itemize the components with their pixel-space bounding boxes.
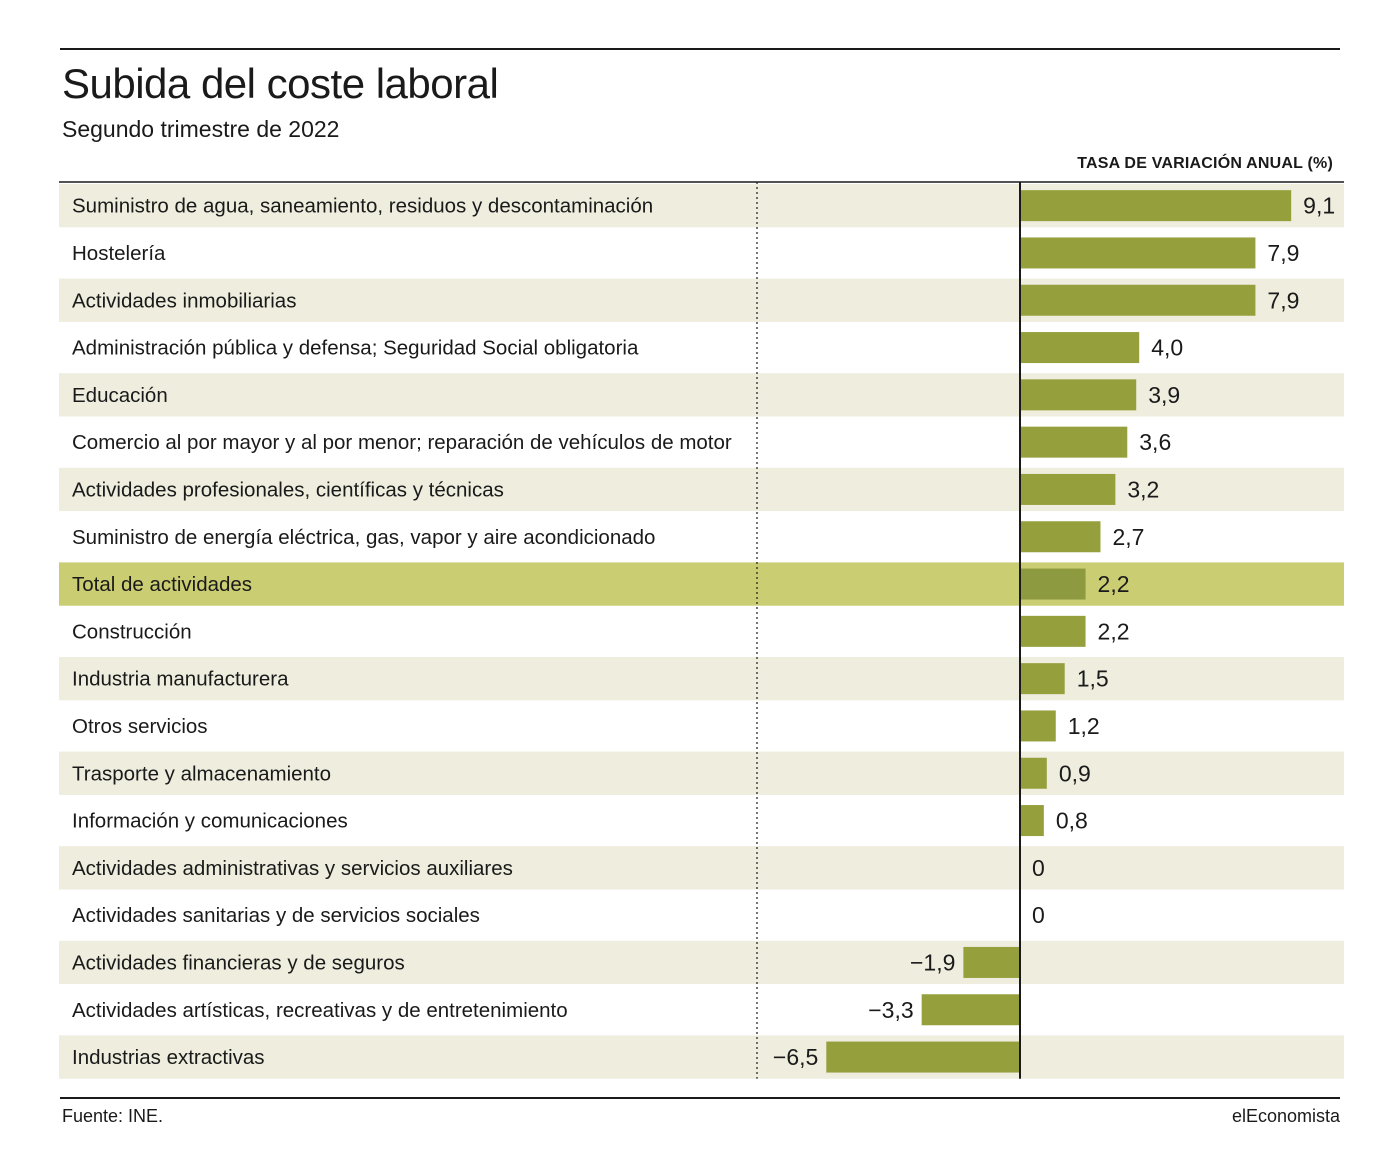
chart-title: Subida del coste laboral bbox=[62, 60, 499, 107]
category-label: Industria manufacturera bbox=[72, 668, 289, 691]
table-row-background bbox=[59, 562, 1344, 606]
bar bbox=[963, 946, 1020, 978]
axis-header: TASA DE VARIACIÓN ANUAL (%) bbox=[1077, 155, 1333, 172]
bar bbox=[1020, 521, 1101, 553]
bar bbox=[1020, 710, 1056, 742]
bar bbox=[1020, 426, 1128, 458]
category-label: Suministro de agua, saneamiento, residuo… bbox=[72, 195, 653, 218]
category-label: Actividades profesionales, científicas y… bbox=[72, 478, 504, 501]
bar bbox=[1020, 190, 1292, 222]
value-label: 9,1 bbox=[1303, 193, 1335, 219]
bar bbox=[1020, 615, 1086, 647]
category-label: Actividades financieras y de seguros bbox=[72, 951, 405, 974]
category-label: Total de actividades bbox=[72, 573, 252, 596]
value-label: −6,5 bbox=[773, 1044, 818, 1070]
category-label: Trasporte y almacenamiento bbox=[72, 762, 331, 785]
bar bbox=[1020, 332, 1140, 364]
table-row-background bbox=[59, 467, 1344, 512]
brand-logo: elEconomista bbox=[1231, 1106, 1340, 1126]
category-label: Suministro de energía eléctrica, gas, va… bbox=[72, 526, 655, 549]
value-label: 0,9 bbox=[1059, 760, 1091, 786]
chart-subtitle: Segundo trimestre de 2022 bbox=[62, 116, 340, 142]
category-label: Otros servicios bbox=[72, 715, 208, 738]
bar bbox=[1020, 568, 1086, 600]
category-label: Información y comunicaciones bbox=[72, 810, 348, 833]
bottom-rule bbox=[60, 1097, 1340, 1099]
category-label: Actividades inmobiliarias bbox=[72, 289, 296, 312]
value-label: 3,2 bbox=[1127, 476, 1159, 502]
value-label: 3,9 bbox=[1148, 382, 1180, 408]
bar bbox=[1020, 473, 1116, 505]
value-label: 0 bbox=[1032, 855, 1045, 881]
bar bbox=[921, 994, 1020, 1026]
category-label: Actividades artísticas, recreativas y de… bbox=[72, 999, 568, 1022]
table-row-background bbox=[59, 657, 1344, 701]
category-label: Actividades sanitarias y de servicios so… bbox=[72, 904, 480, 927]
bar bbox=[1020, 663, 1065, 695]
category-label: Industrias extractivas bbox=[72, 1046, 265, 1069]
table-row-background bbox=[59, 940, 1344, 985]
category-label: Comercio al por mayor y al por menor; re… bbox=[72, 431, 732, 454]
value-label: 2,7 bbox=[1112, 524, 1144, 550]
category-label: Construcción bbox=[72, 620, 192, 643]
bar bbox=[1020, 379, 1137, 411]
category-label: Educación bbox=[72, 384, 168, 407]
value-label: 0,8 bbox=[1056, 808, 1088, 834]
value-label: 3,6 bbox=[1139, 429, 1171, 455]
value-label: 4,0 bbox=[1151, 335, 1183, 361]
bar bbox=[1020, 284, 1256, 316]
source-note: Fuente: INE. bbox=[62, 1106, 164, 1126]
bar bbox=[1020, 237, 1256, 269]
value-label: 1,2 bbox=[1068, 713, 1100, 739]
value-label: 7,9 bbox=[1267, 287, 1299, 313]
top-rule bbox=[60, 48, 1340, 50]
bar bbox=[1020, 805, 1044, 837]
table-row-background bbox=[59, 751, 1344, 795]
category-label: Administración pública y defensa; Seguri… bbox=[72, 337, 639, 360]
value-label: 0 bbox=[1032, 902, 1045, 928]
category-label: Hostelería bbox=[72, 242, 166, 265]
category-label: Actividades administrativas y servicios … bbox=[72, 857, 513, 880]
table-row-background bbox=[59, 1035, 1344, 1079]
value-label: 7,9 bbox=[1267, 240, 1299, 266]
bar bbox=[1020, 757, 1047, 789]
value-label: 2,2 bbox=[1098, 618, 1130, 644]
table-row-background bbox=[59, 846, 1344, 890]
value-label: −3,3 bbox=[868, 997, 913, 1023]
bar bbox=[826, 1041, 1020, 1073]
value-label: −1,9 bbox=[910, 949, 955, 975]
value-label: 2,2 bbox=[1098, 571, 1130, 597]
value-label: 1,5 bbox=[1077, 666, 1109, 692]
